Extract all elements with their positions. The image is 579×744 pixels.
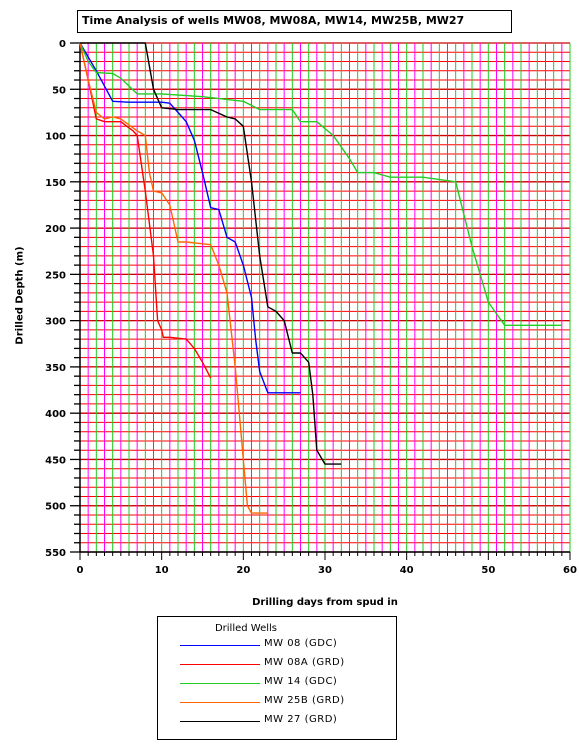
legend-label: MW 25B (GRD) [264, 695, 345, 706]
y-tick-label: 450 [45, 455, 66, 466]
x-tick-label: 50 [481, 565, 495, 576]
legend-item-mw14: MW 14 (GDC) [180, 676, 390, 690]
legend-swatch [180, 664, 260, 665]
y-tick-label: 250 [45, 270, 66, 281]
legend-item-mw08: MW 08 (GDC) [180, 638, 390, 652]
x-tick-label: 60 [563, 565, 577, 576]
legend-title: Drilled Wells [214, 623, 278, 634]
x-tick-label: 40 [400, 565, 414, 576]
legend-swatch [180, 702, 260, 703]
legend-label: MW 08 (GDC) [264, 638, 338, 649]
series-line-0 [79, 42, 301, 394]
series-line-2 [79, 42, 562, 326]
y-tick-label: 550 [45, 548, 66, 559]
y-tick-label: 50 [52, 85, 66, 96]
legend-label: MW 14 (GDC) [264, 676, 338, 687]
x-tick-label: 0 [77, 565, 84, 576]
series-line-1 [79, 42, 212, 379]
legend-label: MW 27 (GRD) [264, 714, 338, 725]
x-tick-label: 30 [318, 565, 332, 576]
y-tick-label: 0 [59, 39, 66, 50]
legend-item-mw27: MW 27 (GRD) [180, 714, 390, 728]
grid [79, 42, 571, 553]
y-tick-label: 300 [45, 317, 66, 328]
legend-item-mw25b: MW 25B (GRD) [180, 695, 390, 709]
y-tick-label: 500 [45, 502, 66, 513]
legend-item-mw08a: MW 08A (GRD) [180, 657, 390, 671]
chart-title: Time Analysis of wells MW08, MW08A, MW14… [77, 10, 512, 33]
series-line-3 [79, 42, 268, 514]
y-tick-label: 200 [45, 224, 66, 235]
x-tick-label: 10 [155, 565, 169, 576]
legend-swatch [180, 683, 260, 684]
y-tick-label: 100 [45, 132, 66, 143]
x-axis-label: Drilling days from spud in [252, 597, 398, 608]
legend-swatch [180, 721, 260, 722]
y-tick-label: 400 [45, 409, 66, 420]
x-tick-label: 20 [236, 565, 250, 576]
axes: 0 50 100 150 200 250 300 350 400 450 500 550 0 10 20 30… [45, 39, 577, 576]
legend-swatch [180, 645, 260, 646]
series-lines [79, 42, 562, 514]
series-line-4 [80, 42, 342, 465]
y-tick-label: 350 [45, 363, 66, 374]
y-tick-label: 150 [45, 178, 66, 189]
legend: Drilled Wells MW 08 (GDC) MW 08A (GRD) M… [157, 616, 397, 740]
legend-label: MW 08A (GRD) [264, 657, 345, 668]
y-axis-label: Drilled Depth (m) [14, 246, 26, 345]
